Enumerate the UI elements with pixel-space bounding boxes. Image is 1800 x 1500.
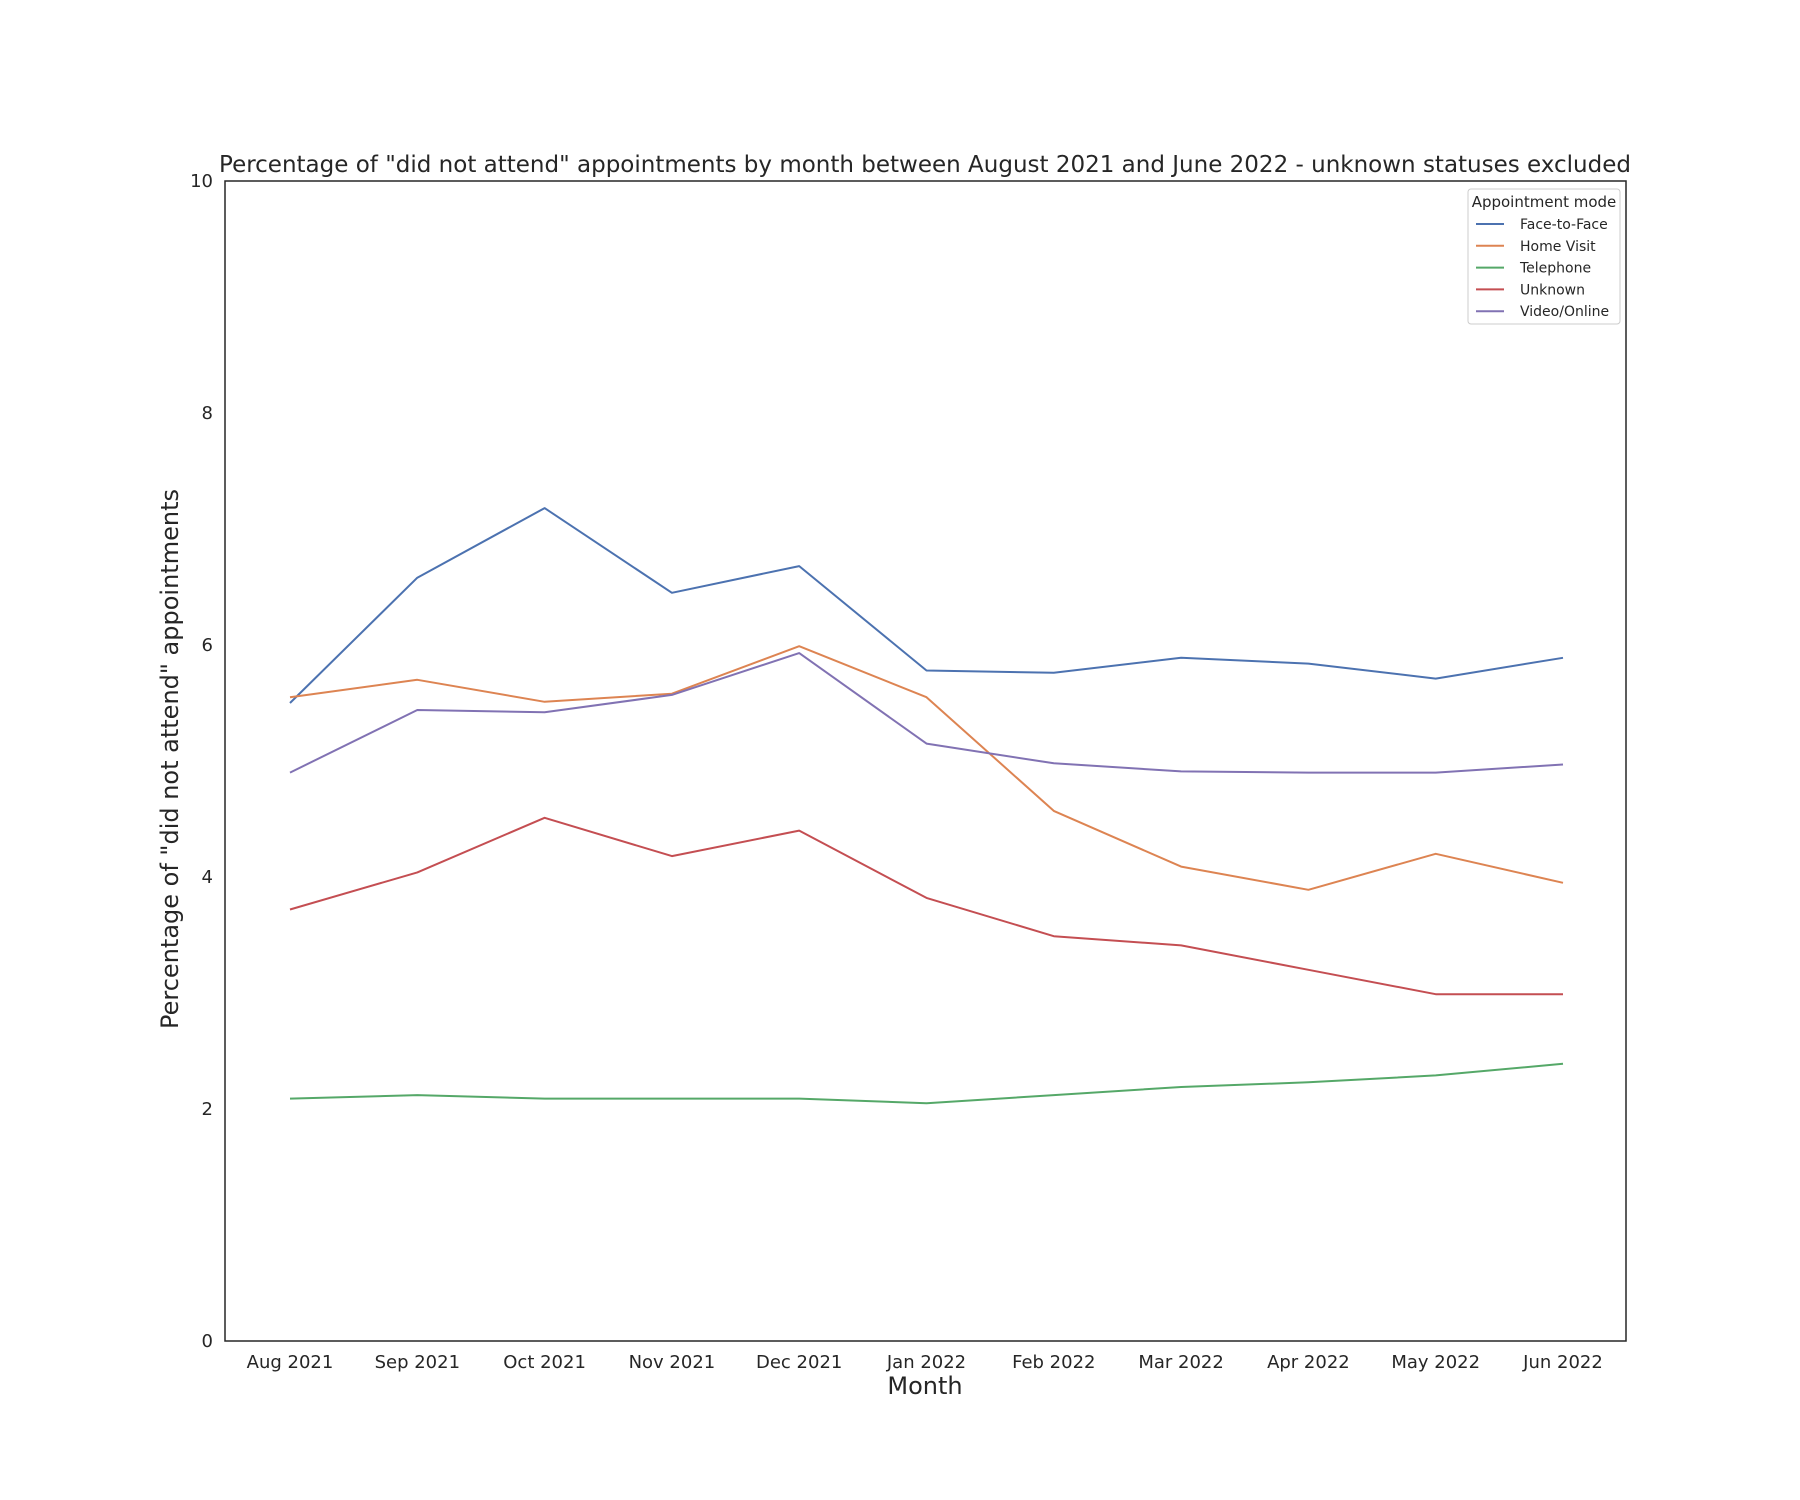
series-line-1 (289, 645, 1564, 891)
x-tick-label-6: Feb 2022 (1012, 1352, 1095, 1373)
series-line-3 (289, 816, 1563, 996)
y-tick-label-0: 0 (202, 1331, 213, 1352)
x-tick-label-5: Jan 2022 (886, 1352, 966, 1373)
legend-label-3: Unknown (1520, 282, 1585, 298)
legend-label-1: Home Visit (1520, 239, 1596, 255)
legend: Appointment mode Face-to-Face Home Visit Te… (1467, 188, 1621, 325)
y-axis-label: Percentage of "did not attend" appointme… (156, 489, 184, 1029)
legend-label-0: Face-to-Face (1520, 217, 1608, 233)
x-tick-label-8: Apr 2022 (1267, 1352, 1350, 1373)
x-tick-label-1: Sep 2021 (375, 1352, 460, 1373)
axes: 0 2 4 6 8 10 Aug 2021 Sep 2021 Oct 2021 Nov 2021 D… (190, 171, 1627, 1373)
y-tick-label-3: 6 (202, 635, 213, 656)
legend-box (1467, 188, 1621, 325)
series-line-0 (289, 507, 1564, 704)
y-tick-label-5: 10 (190, 171, 213, 192)
legend-label-2: Telephone (1519, 261, 1591, 277)
x-tick-label-10: Jun 2022 (1522, 1352, 1603, 1373)
x-tick-label-9: May 2022 (1391, 1352, 1480, 1373)
series-line-4 (289, 652, 1564, 774)
chart-title: Percentage of "did not attend" appointme… (219, 152, 1631, 178)
plot-area (289, 507, 1564, 1105)
y-tick-label-2: 4 (202, 867, 213, 888)
legend-title: Appointment mode (1472, 193, 1617, 211)
x-axis-label: Month (887, 1372, 962, 1400)
y-tick-label-1: 2 (202, 1099, 213, 1120)
x-tick-label-4: Dec 2021 (756, 1352, 842, 1373)
legend-label-4: Video/Online (1520, 304, 1609, 320)
x-tick-label-3: Nov 2021 (629, 1352, 716, 1373)
x-tick-label-2: Oct 2021 (503, 1352, 586, 1373)
x-tick-label-7: Mar 2022 (1138, 1352, 1224, 1373)
y-tick-label-4: 8 (202, 403, 213, 424)
series-line-2 (289, 1062, 1564, 1105)
plot-frame (224, 180, 1627, 1342)
x-tick-label-0: Aug 2021 (247, 1352, 334, 1373)
